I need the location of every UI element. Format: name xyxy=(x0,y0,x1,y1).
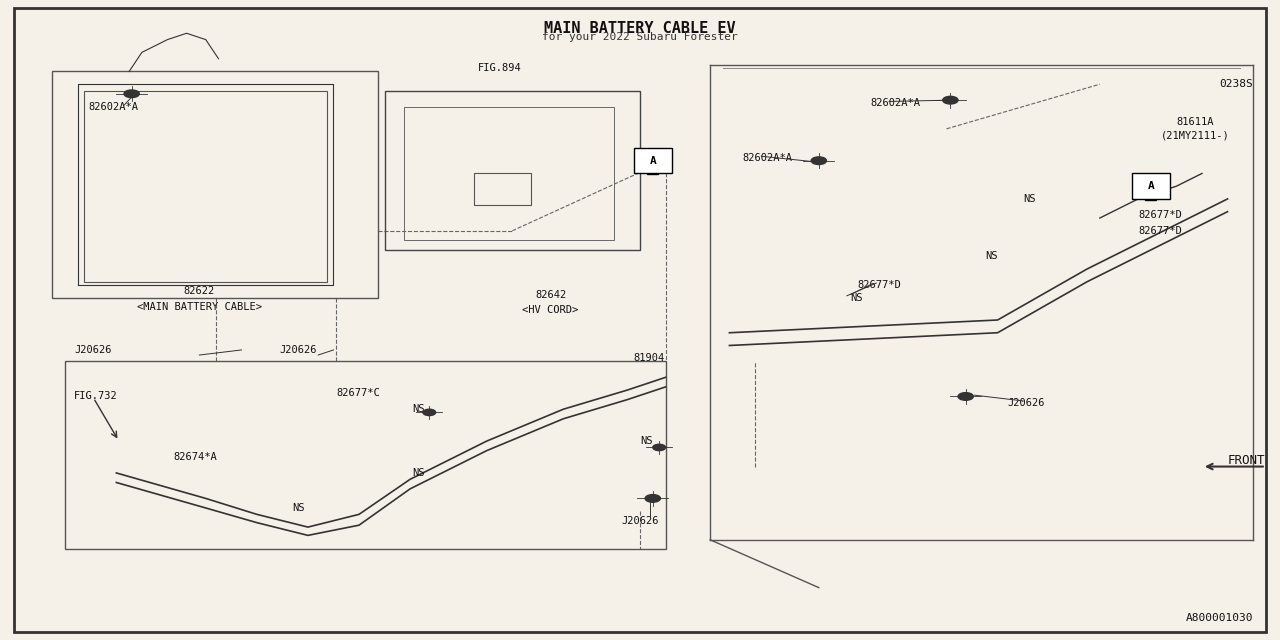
Text: 82622: 82622 xyxy=(184,286,215,296)
Bar xyxy=(1132,173,1170,199)
Text: 82677*D: 82677*D xyxy=(1138,226,1181,236)
Bar xyxy=(84,91,328,282)
Text: FIG.894: FIG.894 xyxy=(477,63,521,74)
Text: J20626: J20626 xyxy=(280,345,317,355)
Text: A: A xyxy=(1147,181,1155,191)
Text: NS: NS xyxy=(640,436,653,446)
Bar xyxy=(403,106,614,241)
Text: NS: NS xyxy=(1023,194,1036,204)
Text: 0238S: 0238S xyxy=(1220,79,1253,89)
Text: for your 2022 Subaru Forester: for your 2022 Subaru Forester xyxy=(543,32,737,42)
Text: 82602A*A: 82602A*A xyxy=(870,99,920,108)
Circle shape xyxy=(942,97,957,104)
Circle shape xyxy=(124,90,140,98)
Circle shape xyxy=(645,495,660,502)
Text: FRONT: FRONT xyxy=(1228,454,1265,467)
Circle shape xyxy=(812,157,827,164)
Bar xyxy=(474,173,531,205)
Text: NS: NS xyxy=(851,292,863,303)
Bar xyxy=(65,362,666,549)
Text: FIG.732: FIG.732 xyxy=(74,392,118,401)
Text: <MAIN BATTERY CABLE>: <MAIN BATTERY CABLE> xyxy=(137,302,262,312)
Text: 82602A*A: 82602A*A xyxy=(742,152,792,163)
Text: 82677*D: 82677*D xyxy=(858,280,901,290)
Text: J20626: J20626 xyxy=(621,516,659,525)
Text: 82677*D: 82677*D xyxy=(1138,210,1181,220)
Text: NS: NS xyxy=(293,503,305,513)
Text: 81904: 81904 xyxy=(634,353,664,364)
Text: NS: NS xyxy=(412,468,425,478)
Bar xyxy=(634,148,672,173)
Text: 82677*C: 82677*C xyxy=(337,388,380,398)
Text: <HV CORD>: <HV CORD> xyxy=(522,305,579,316)
Text: 81611A: 81611A xyxy=(1176,118,1215,127)
Bar xyxy=(384,91,640,250)
Bar xyxy=(52,72,378,298)
Circle shape xyxy=(653,444,666,451)
Text: 82674*A: 82674*A xyxy=(174,452,218,462)
Text: (21MY2111-): (21MY2111-) xyxy=(1161,130,1230,140)
Text: NS: NS xyxy=(412,404,425,414)
Text: A800001030: A800001030 xyxy=(1185,612,1253,623)
Text: A: A xyxy=(1147,188,1155,198)
Text: NS: NS xyxy=(984,252,997,261)
Text: A: A xyxy=(649,162,657,172)
Text: 82642: 82642 xyxy=(535,289,566,300)
Text: J20626: J20626 xyxy=(1007,398,1046,408)
Text: A: A xyxy=(649,156,657,166)
Text: J20626: J20626 xyxy=(74,345,111,355)
Text: MAIN BATTERY CABLE EV: MAIN BATTERY CABLE EV xyxy=(544,20,736,35)
Circle shape xyxy=(957,393,973,400)
Circle shape xyxy=(422,409,435,415)
Text: 82602A*A: 82602A*A xyxy=(88,102,138,111)
